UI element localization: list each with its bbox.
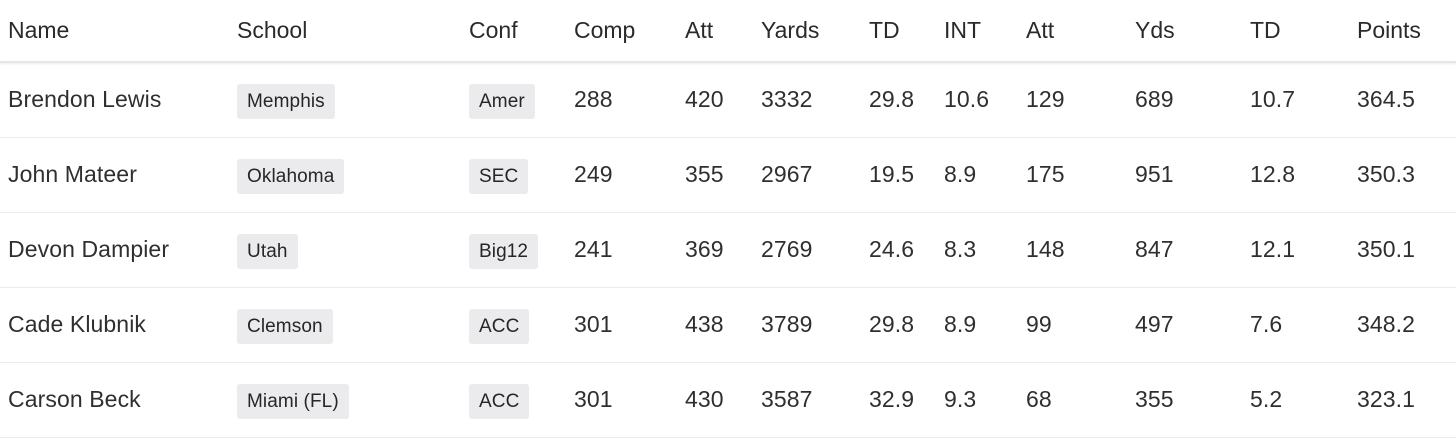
rush-att-cell: 68 <box>1026 386 1052 412</box>
pass-td-cell: 29.8 <box>869 311 915 337</box>
rush-yds-cell: 847 <box>1135 236 1174 262</box>
pass-att-cell: 420 <box>685 86 724 113</box>
header-pass-td[interactable]: TD <box>861 0 936 63</box>
rush-yds-cell: 355 <box>1135 386 1174 412</box>
points-cell: 350.1 <box>1357 236 1416 262</box>
comp-cell: 301 <box>574 386 613 412</box>
rush-att-cell: 99 <box>1026 311 1052 337</box>
rush-td-cell: 5.2 <box>1250 386 1283 412</box>
pass-yards-cell: 3587 <box>761 386 813 412</box>
header-pass-att[interactable]: Att <box>677 0 753 63</box>
table-row: John Mateer Oklahoma SEC 249 355 2967 19… <box>0 137 1456 212</box>
school-tag: Miami (FL) <box>237 383 349 419</box>
conf-tag: Amer <box>469 83 535 119</box>
points-cell: 364.5 <box>1357 86 1416 113</box>
conf-tag: Big12 <box>469 233 539 269</box>
table-body: Brendon Lewis Memphis Amer 288 420 3332 … <box>0 62 1456 437</box>
int-cell: 9.3 <box>944 386 977 412</box>
header-rush-yds[interactable]: Yds <box>1127 0 1242 63</box>
int-cell: 8.9 <box>944 161 977 187</box>
header-points[interactable]: Points <box>1349 0 1456 63</box>
table-row: Cade Klubnik Clemson ACC 301 438 3789 29… <box>0 287 1456 362</box>
pass-td-cell: 19.5 <box>869 161 915 187</box>
table-row: Brendon Lewis Memphis Amer 288 420 3332 … <box>0 62 1456 137</box>
pass-att-cell: 430 <box>685 386 724 412</box>
table-header: Name School Conf Comp Att Yards TD INT A… <box>0 0 1456 63</box>
rush-att-cell: 148 <box>1026 236 1065 262</box>
pass-att-cell: 355 <box>685 161 724 187</box>
player-name: Brendon Lewis <box>8 86 162 113</box>
int-cell: 8.9 <box>944 311 977 337</box>
rush-yds-cell: 951 <box>1135 161 1174 187</box>
pass-yards-cell: 2769 <box>761 236 813 262</box>
school-tag: Memphis <box>237 83 335 119</box>
table-row: Carson Beck Miami (FL) ACC 301 430 3587 … <box>0 362 1456 437</box>
rush-td-cell: 12.1 <box>1250 236 1296 262</box>
rush-yds-cell: 689 <box>1135 86 1174 113</box>
pass-yards-cell: 3789 <box>761 311 813 337</box>
rush-td-cell: 10.7 <box>1250 86 1296 113</box>
pass-yards-cell: 3332 <box>761 86 813 113</box>
pass-att-cell: 369 <box>685 236 724 262</box>
conf-tag: SEC <box>469 158 529 194</box>
header-conf[interactable]: Conf <box>461 0 566 63</box>
player-name: Carson Beck <box>8 386 141 412</box>
pass-att-cell: 438 <box>685 311 724 337</box>
school-tag: Oklahoma <box>237 158 345 194</box>
points-cell: 323.1 <box>1357 386 1416 412</box>
player-name: John Mateer <box>8 161 137 187</box>
table-row: Devon Dampier Utah Big12 241 369 2769 24… <box>0 212 1456 287</box>
header-rush-att[interactable]: Att <box>1018 0 1127 63</box>
comp-cell: 241 <box>574 236 613 262</box>
rush-att-cell: 129 <box>1026 86 1065 113</box>
conf-tag: ACC <box>469 308 530 344</box>
school-tag: Clemson <box>237 308 333 344</box>
rush-yds-cell: 497 <box>1135 311 1174 337</box>
points-cell: 350.3 <box>1357 161 1416 187</box>
comp-cell: 249 <box>574 161 613 187</box>
header-rush-td[interactable]: TD <box>1242 0 1349 63</box>
rush-td-cell: 12.8 <box>1250 161 1296 187</box>
pass-td-cell: 32.9 <box>869 386 915 412</box>
player-name: Cade Klubnik <box>8 311 147 337</box>
int-cell: 8.3 <box>944 236 977 262</box>
header-name[interactable]: Name <box>0 0 229 63</box>
pass-yards-cell: 2967 <box>761 161 813 187</box>
int-cell: 10.6 <box>944 86 990 113</box>
pass-td-cell: 29.8 <box>869 86 915 113</box>
player-name: Devon Dampier <box>8 236 170 262</box>
header-int[interactable]: INT <box>936 0 1018 63</box>
conf-tag: ACC <box>469 383 530 419</box>
rush-att-cell: 175 <box>1026 161 1065 187</box>
pass-td-cell: 24.6 <box>869 236 915 262</box>
rush-td-cell: 7.6 <box>1250 311 1283 337</box>
points-cell: 348.2 <box>1357 311 1416 337</box>
header-row: Name School Conf Comp Att Yards TD INT A… <box>0 0 1456 63</box>
comp-cell: 301 <box>574 311 613 337</box>
header-school[interactable]: School <box>229 0 461 63</box>
school-tag: Utah <box>237 233 298 269</box>
comp-cell: 288 <box>574 86 613 113</box>
header-comp[interactable]: Comp <box>566 0 677 63</box>
header-pass-yards[interactable]: Yards <box>753 0 861 63</box>
